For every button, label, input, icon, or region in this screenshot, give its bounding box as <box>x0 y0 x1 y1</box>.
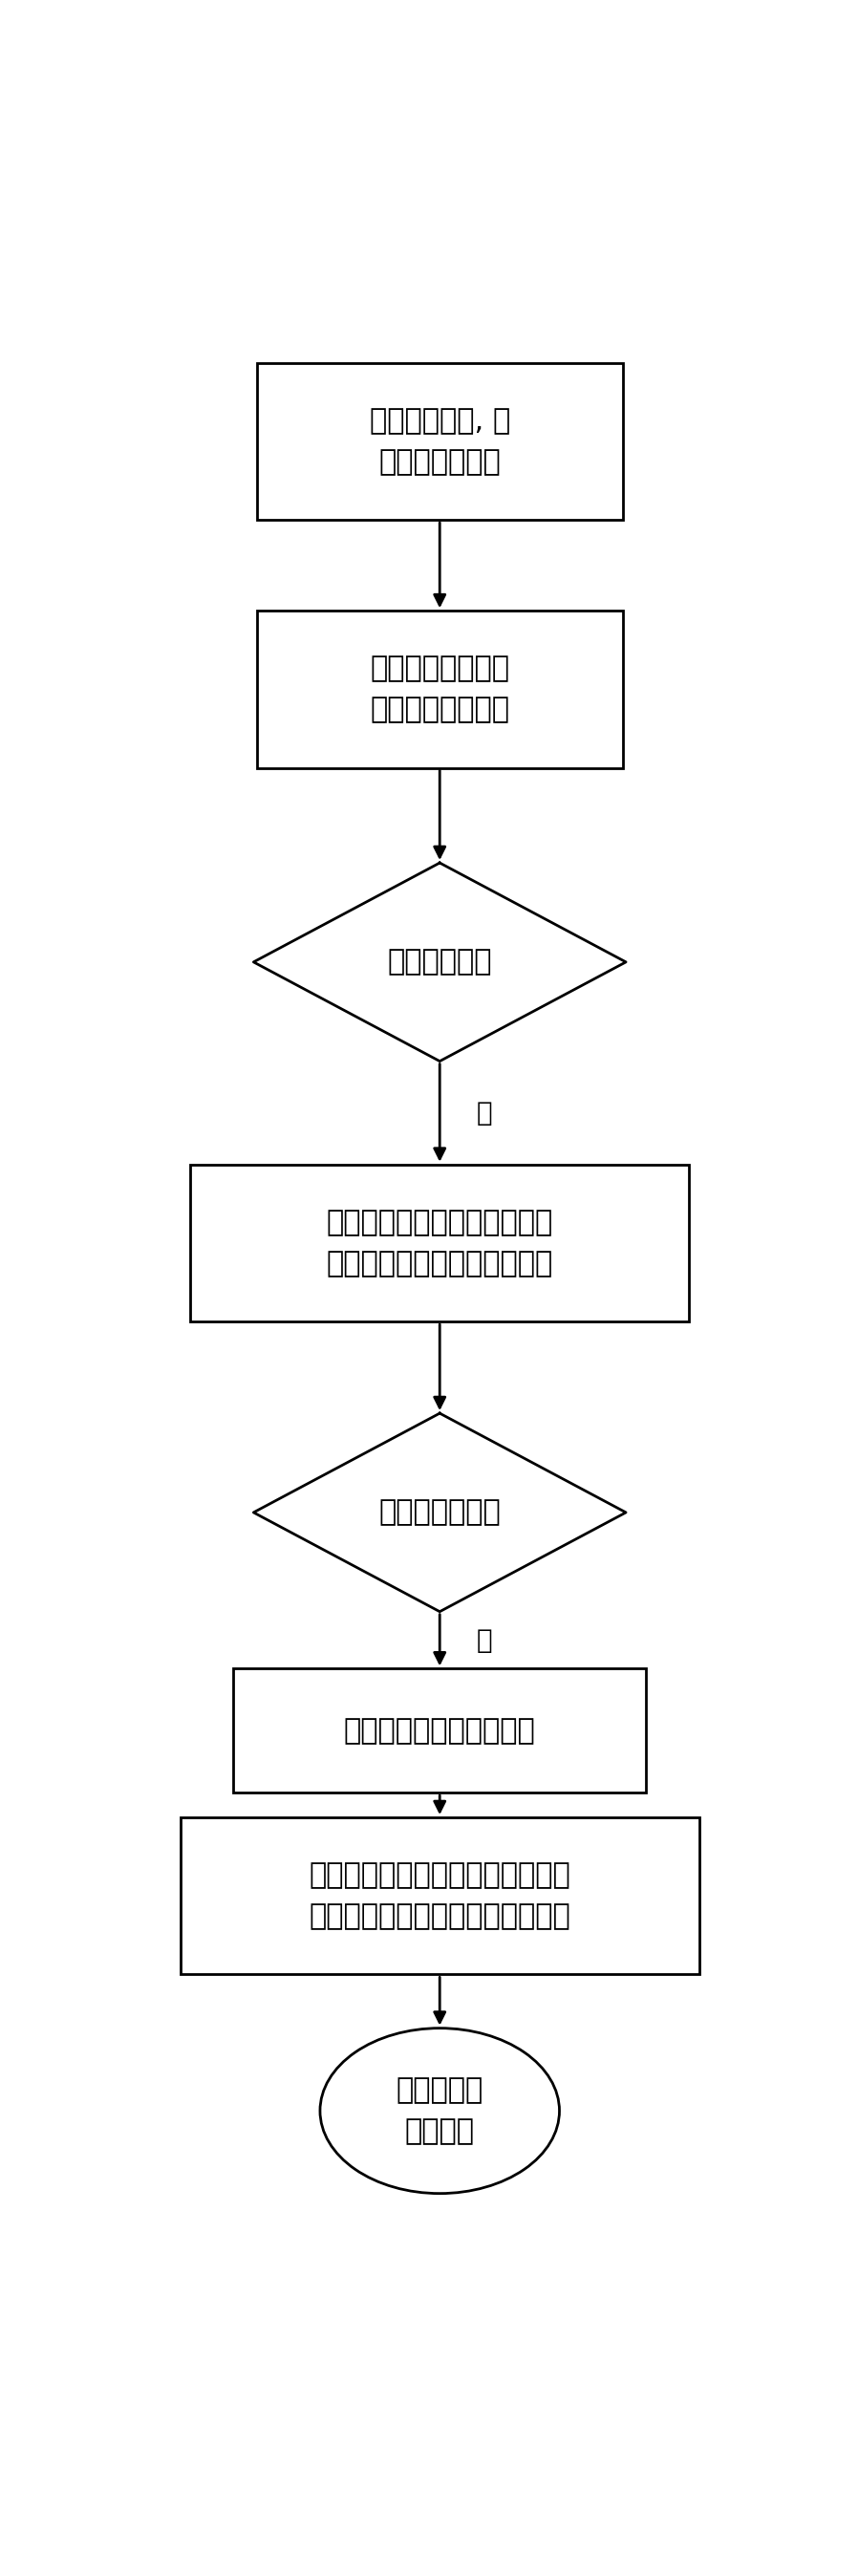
Text: 获取天气状况, 微
波衰减值等数据: 获取天气状况, 微 波衰减值等数据 <box>370 407 510 477</box>
Text: 是否是干时段: 是否是干时段 <box>388 948 492 976</box>
Polygon shape <box>254 863 625 1061</box>
Text: 分离出湿天线引起的衰减: 分离出湿天线引起的衰减 <box>344 1716 535 1744</box>
Bar <box>190 1164 689 1321</box>
Text: 利用广义似然比检验法检验由
露水造成的湿天线现象的存在: 利用广义似然比检验法检验由 露水造成的湿天线现象的存在 <box>326 1208 553 1278</box>
Text: 是: 是 <box>476 1100 492 1126</box>
Bar <box>257 611 623 768</box>
Bar <box>257 363 623 520</box>
Bar <box>180 1819 699 1973</box>
Text: 利用菲涅尔反射公式建立湿天线引
起的衰减值与露水强度之间的关系: 利用菲涅尔反射公式建立湿天线引 起的衰减值与露水强度之间的关系 <box>309 1862 571 1929</box>
Text: 实现露水强
度的监测: 实现露水强 度的监测 <box>396 2076 483 2146</box>
Polygon shape <box>254 1414 625 1613</box>
Text: 是: 是 <box>476 1628 492 1654</box>
Text: 利用马尔可夫转换
模型区分干、湿时: 利用马尔可夫转换 模型区分干、湿时 <box>370 654 510 724</box>
Text: 是否存在湿天线: 是否存在湿天线 <box>378 1499 501 1528</box>
Ellipse shape <box>320 2027 559 2195</box>
Bar <box>233 1669 646 1793</box>
